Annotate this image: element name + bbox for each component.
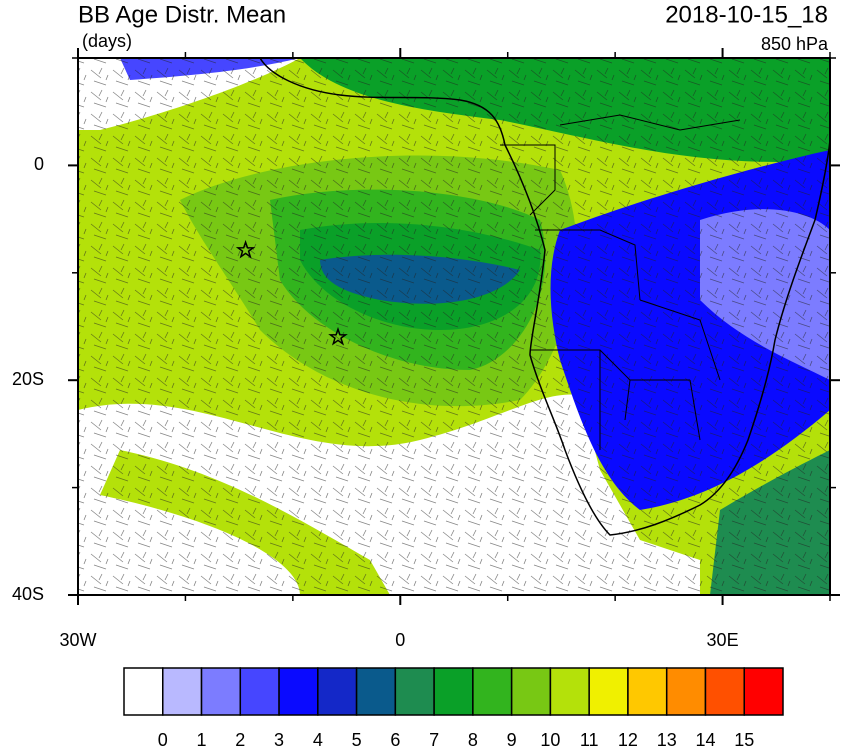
colorbar-label: 9 <box>507 730 517 750</box>
colorbar-box <box>743 667 784 716</box>
colorbar-box <box>355 667 397 716</box>
colorbar-label: 14 <box>695 730 715 750</box>
colorbar-label: 1 <box>197 730 207 750</box>
coastline <box>259 58 830 536</box>
colorbar-label: 13 <box>657 730 677 750</box>
field <box>78 58 830 595</box>
site-marker <box>328 326 348 346</box>
colorbar-label: 12 <box>618 730 638 750</box>
colorbar-label: 3 <box>274 730 284 750</box>
y-tick-label: 40S <box>12 584 44 604</box>
x-tick-label: 30E <box>707 630 739 650</box>
colorbar-label: 6 <box>390 730 400 750</box>
colorbar-box <box>123 667 164 716</box>
level: 850 hPa <box>761 34 829 54</box>
colorbar-box <box>278 667 319 716</box>
colorbar-label: 5 <box>352 730 362 750</box>
colorbar-box <box>239 667 280 716</box>
colorbar-box <box>627 667 668 716</box>
colorbar-box <box>317 667 358 716</box>
title: BB Age Distr. Mean <box>78 1 286 28</box>
units: (days) <box>82 31 132 51</box>
colorbar-box <box>549 667 590 716</box>
y-tick-label: 20S <box>12 369 44 389</box>
colorbar-box <box>665 667 707 716</box>
colorbar-label: 0 <box>158 730 168 750</box>
borders <box>500 114 741 450</box>
colorbar-label: 4 <box>313 730 323 750</box>
colorbar-box <box>394 667 435 716</box>
colorbar-label: 7 <box>429 730 439 750</box>
colorbar-box <box>162 667 203 716</box>
wind-barbs <box>78 58 830 595</box>
x-tick-label: 0 <box>395 630 405 650</box>
colorbar-label: 8 <box>468 730 478 750</box>
colorbar-box <box>200 667 242 716</box>
colorbar-label: 15 <box>734 730 754 750</box>
colorbar-box <box>704 667 745 716</box>
colorbar-box <box>433 667 474 716</box>
colorbar-box <box>472 667 513 716</box>
map-frame <box>77 57 831 596</box>
date: 2018-10-15_18 <box>665 1 828 28</box>
colorbar-label: 11 <box>580 730 599 750</box>
colorbar-box <box>588 667 629 716</box>
colorbar-label: 10 <box>540 730 560 750</box>
site-marker <box>235 239 256 259</box>
colorbar-label: 2 <box>235 730 245 750</box>
colorbar-box <box>510 667 552 716</box>
y-tick-label: 0 <box>34 154 44 174</box>
x-tick-label: 30W <box>59 630 96 650</box>
